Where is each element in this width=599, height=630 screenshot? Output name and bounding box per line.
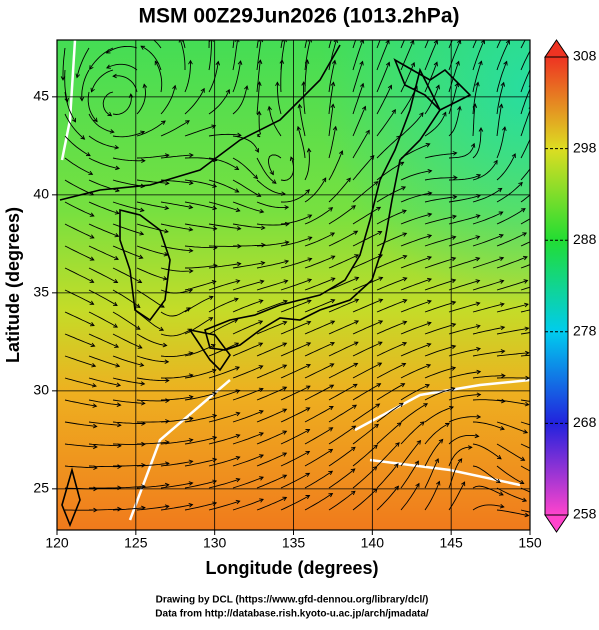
colorbar-tick-label: 268 [573,414,597,430]
y-tick-label: 30 [33,382,49,398]
colorbar-tick-label: 288 [573,231,597,247]
streamline-arrow [532,41,535,45]
y-tick-label: 40 [33,186,49,202]
streamline-arrow [135,31,139,35]
streamline-arrow [541,181,545,185]
x-tick-label: 140 [361,535,385,551]
streamline-arrow [508,20,511,24]
streamline-arrow [483,19,486,23]
colorbar-tick-label: 298 [573,139,597,155]
colorbar-tick-label: 308 [573,48,597,64]
colorbar-extend [545,40,568,57]
x-tick-label: 125 [124,535,148,551]
y-tick-label: 45 [33,88,49,104]
x-tick-label: 120 [45,535,69,551]
colorbar [545,57,568,515]
x-tick-label: 130 [203,535,227,551]
x-tick-label: 135 [282,535,306,551]
streamline-arrow [534,20,538,24]
footer-line: Data from http://database.rish.kyoto-u.a… [155,609,429,620]
y-axis-label: Latitude (degrees) [3,207,23,363]
x-tick-label: 150 [518,535,542,551]
streamline-arrow [536,154,540,158]
colorbar-extend [545,515,568,532]
y-tick-label: 35 [33,284,49,300]
x-tick-label: 145 [439,535,463,551]
streamline-arrow [530,63,533,67]
colorbar-tick-label: 278 [573,323,597,339]
streamline-arrow [531,129,535,133]
x-axis-label: Longitude (degrees) [205,558,378,578]
y-tick-label: 25 [33,480,49,496]
colorbar-tick-label: 258 [573,506,597,522]
title: MSM 00Z29Jun2026 (1013.2hPa) [139,5,460,28]
footer-line: Drawing by DCL (https://www.gfd-dennou.o… [156,595,429,606]
